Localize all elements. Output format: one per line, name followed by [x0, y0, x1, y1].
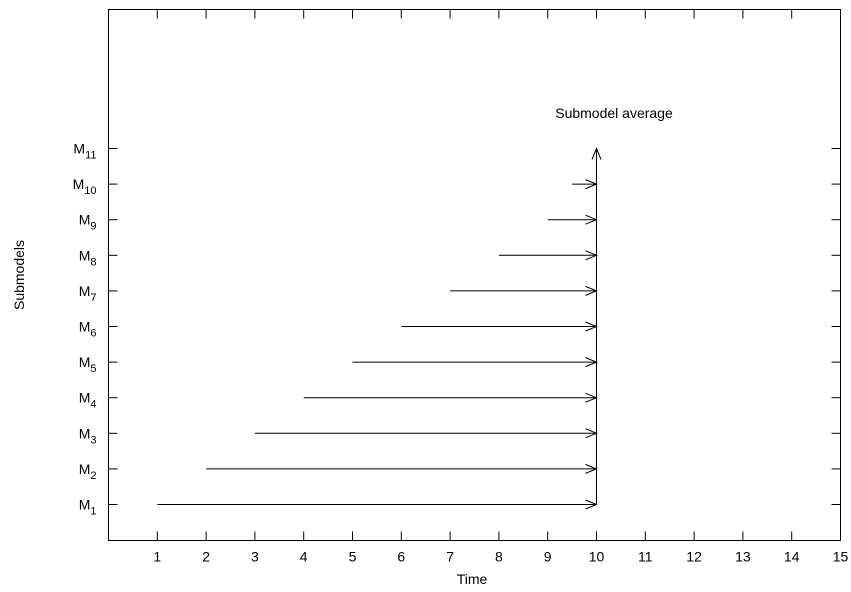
submodel-average-arrow — [591, 147, 602, 505]
x-tick-label: 13 — [735, 549, 751, 565]
x-tick-label: 10 — [589, 549, 605, 565]
y-tick-label-subscript: 6 — [90, 328, 96, 340]
y-tick-label: M10 — [73, 176, 97, 197]
x-axis-ticks: 1 2 3 4 5 6 7 8 9 10 11 12 13 14 15 — [153, 9, 849, 565]
y-axis-label: Submodels — [11, 240, 27, 310]
x-tick-label: 3 — [251, 549, 259, 565]
y-tick-label: M11 — [73, 141, 96, 162]
y-tick-label-base: M — [79, 212, 91, 228]
arrow-m3 — [254, 428, 598, 439]
arrow-m1 — [157, 499, 598, 510]
y-tick-label: M7 — [79, 283, 97, 304]
x-tick-label: 6 — [397, 549, 405, 565]
arrow-m5 — [352, 357, 598, 368]
average-arrow-head — [591, 147, 602, 160]
x-tick-label: 2 — [202, 549, 210, 565]
x-tick-label: 4 — [300, 549, 308, 565]
y-tick-label-base: M — [79, 425, 91, 441]
y-tick-label-subscript: 9 — [90, 221, 96, 233]
y-tick-label-base: M — [79, 247, 91, 263]
plot-frame — [108, 9, 841, 541]
y-tick-label-subscript: 8 — [90, 256, 96, 268]
arrow-m7 — [450, 285, 598, 296]
arrow-m10 — [572, 179, 598, 190]
submodel-arrows — [157, 147, 602, 510]
y-tick-label-base: M — [79, 319, 91, 335]
arrow-m9 — [547, 214, 598, 225]
x-tick-label: 15 — [833, 549, 849, 565]
y-tick-label-subscript: 1 — [90, 506, 96, 518]
arrow-m2 — [206, 463, 598, 474]
y-tick-label-subscript: 7 — [90, 292, 96, 304]
submodel-average-annotation: Submodel average — [555, 105, 673, 121]
y-tick-label: M2 — [79, 461, 97, 482]
y-tick-label: M8 — [79, 247, 97, 268]
x-tick-label: 7 — [446, 549, 454, 565]
y-tick-label-subscript: 2 — [90, 470, 96, 482]
arrow-m6 — [401, 321, 598, 332]
y-tick-label-base: M — [79, 497, 91, 513]
y-tick-label: M6 — [79, 319, 97, 340]
y-tick-label-base: M — [79, 283, 91, 299]
y-tick-label: M4 — [79, 390, 97, 411]
y-tick-label-base: M — [79, 354, 91, 370]
y-tick-label-base: M — [73, 141, 85, 157]
y-tick-label-base: M — [73, 176, 85, 192]
y-tick-label: M1 — [79, 497, 97, 518]
y-tick-label: M5 — [79, 354, 97, 375]
y-tick-label-subscript: 11 — [85, 150, 96, 162]
x-tick-label: 1 — [153, 549, 161, 565]
x-tick-label: 14 — [784, 549, 800, 565]
x-tick-label: 12 — [686, 549, 702, 565]
y-tick-label-base: M — [79, 390, 91, 406]
y-tick-label-subscript: 3 — [90, 434, 96, 446]
x-tick-label: 9 — [544, 549, 552, 565]
y-tick-label: M9 — [79, 212, 97, 233]
y-tick-label-subscript: 4 — [90, 399, 96, 411]
x-tick-label: 5 — [349, 549, 357, 565]
y-tick-label-subscript: 5 — [90, 363, 96, 375]
y-tick-label: M3 — [79, 425, 97, 446]
arrow-m8 — [498, 250, 598, 261]
x-tick-label: 8 — [495, 549, 503, 565]
y-tick-label-base: M — [79, 461, 91, 477]
y-tick-label-subscript: 10 — [84, 185, 96, 197]
x-axis-label: Time — [457, 571, 488, 587]
x-tick-label: 11 — [638, 549, 653, 565]
arrow-m4 — [303, 392, 598, 403]
